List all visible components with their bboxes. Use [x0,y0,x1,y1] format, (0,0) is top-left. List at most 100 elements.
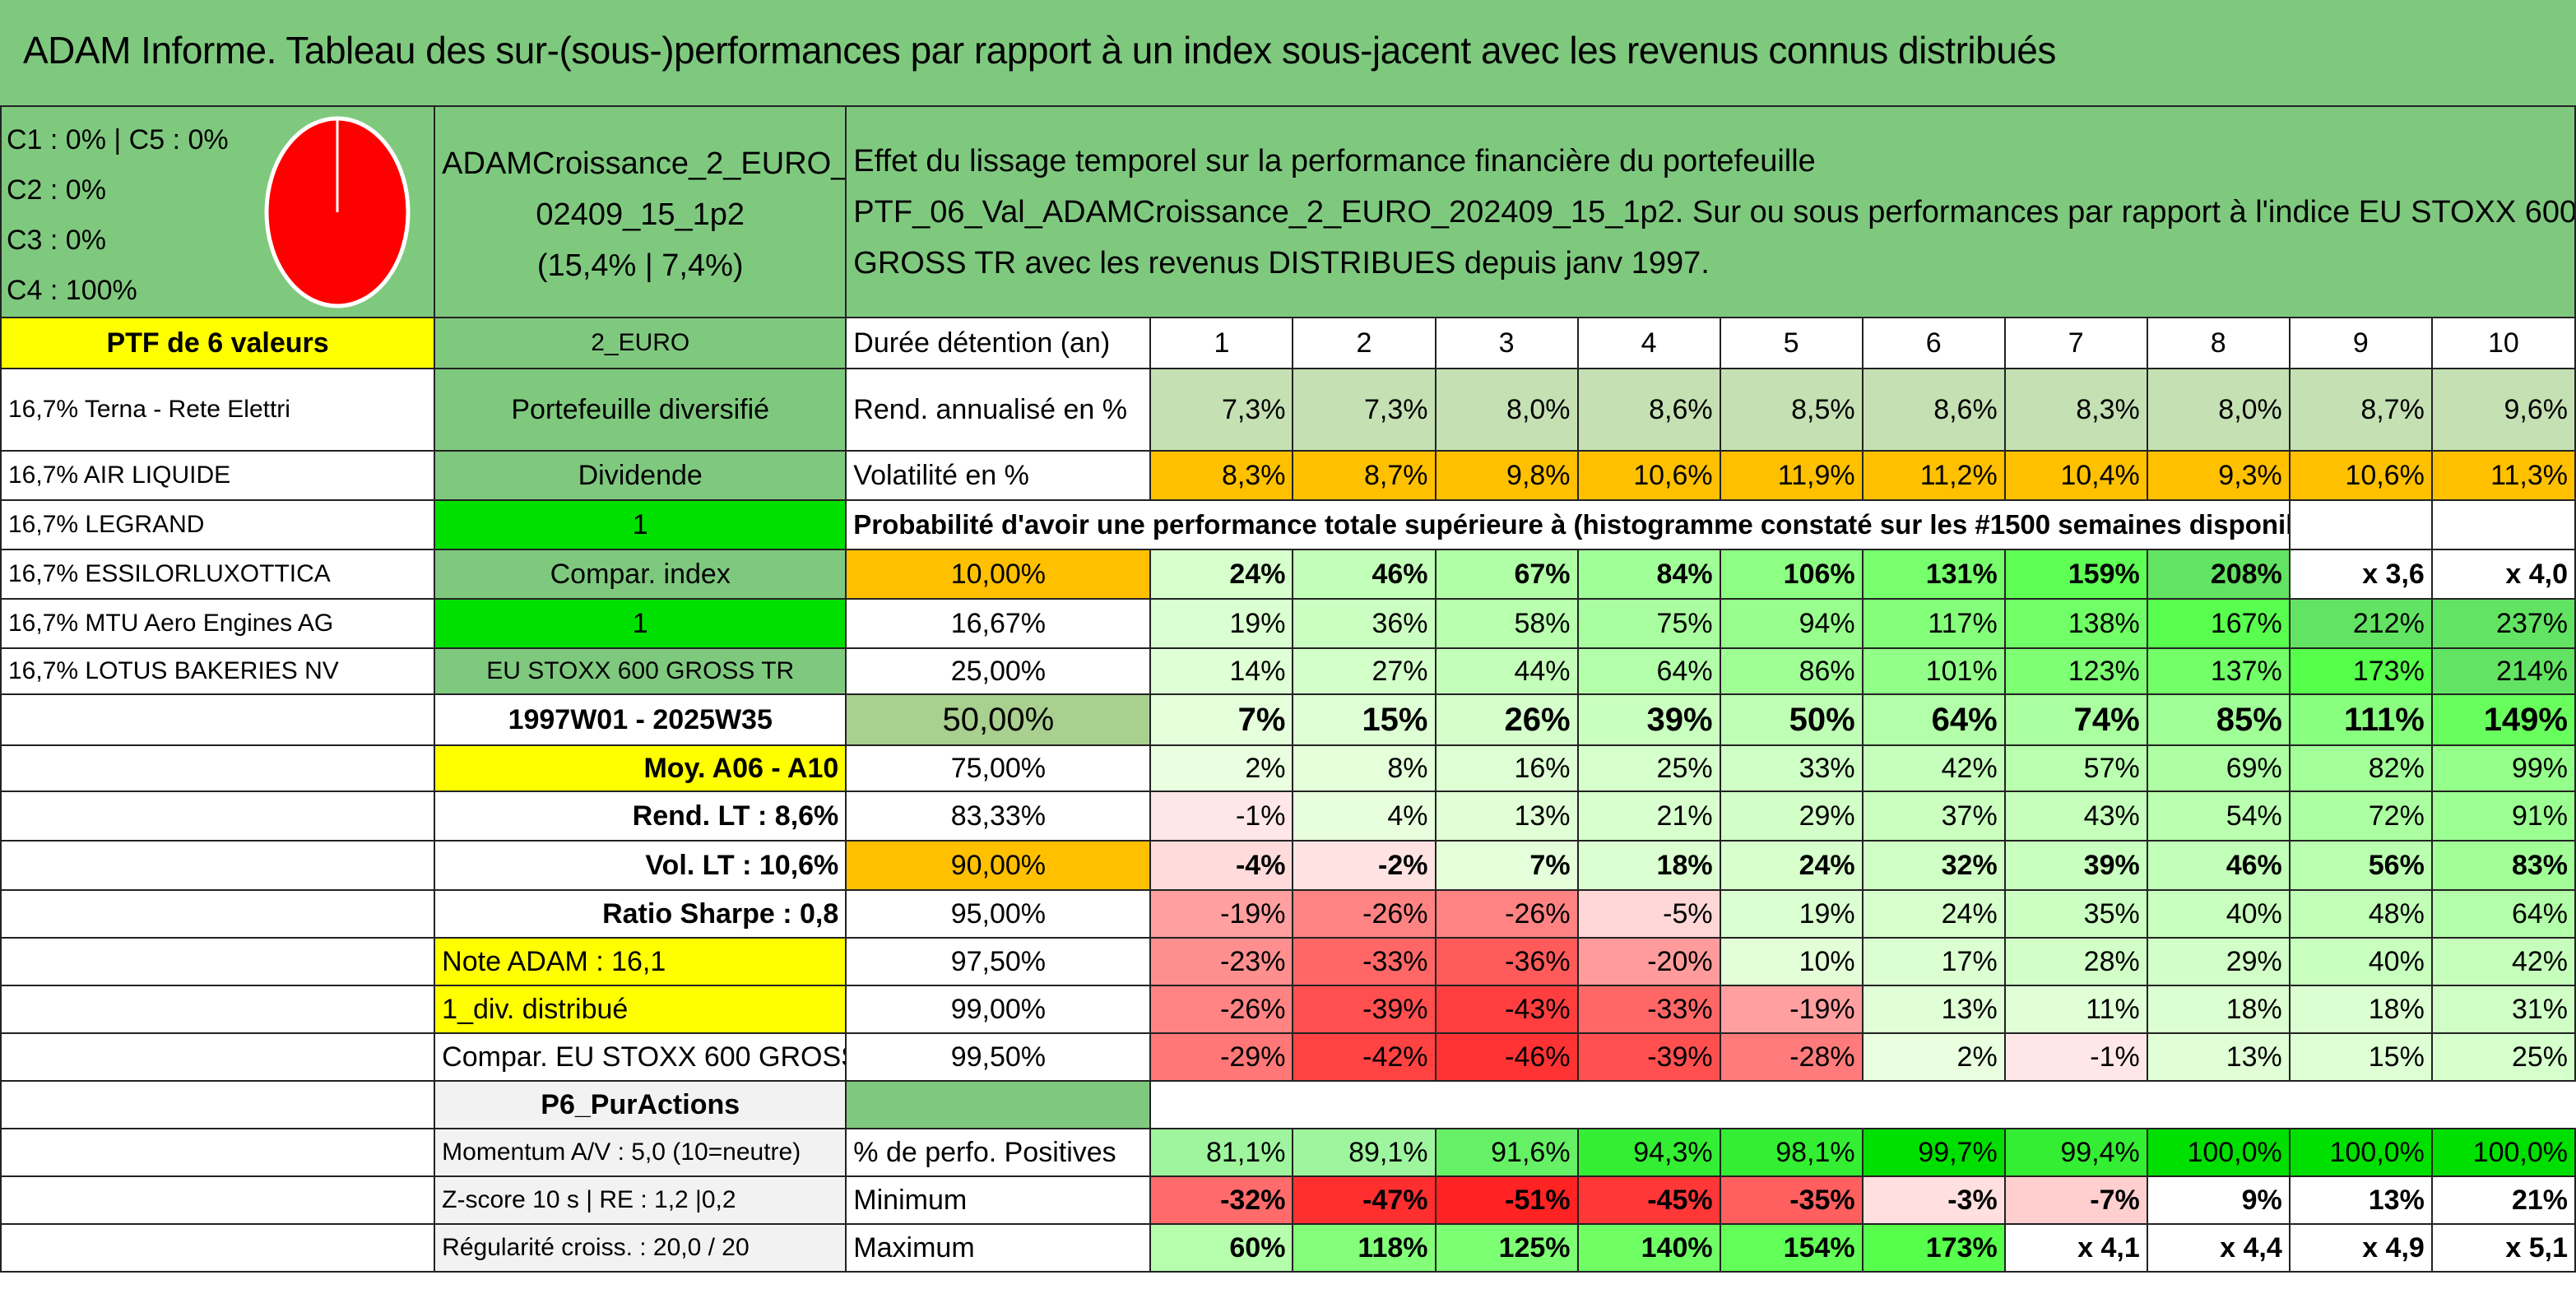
pct-10-y10: 31% [2430,985,2576,1034]
pct-10-y7: 11% [2003,985,2148,1034]
pct-6-y10: 91% [2430,791,2576,842]
empty-cell [1150,1080,1293,1129]
empty-cell [0,1032,436,1082]
rend-y7: 8,3% [2003,368,2148,452]
pct-4-y9: 111% [2288,693,2433,746]
pct-6-y6: 37% [1861,791,2006,842]
composition-c2: C2 : 0% [7,174,106,206]
holding-5: 16,7% MTU Aero Engines AG [0,598,436,649]
pct-3-y7: 123% [2003,647,2148,695]
pct-1-y8: 208% [2146,549,2291,600]
pct-4-y10: 149% [2430,693,2576,746]
pct-5-y10: 99% [2430,744,2576,792]
pct-7-y6: 32% [1861,840,2006,891]
pos-label: % de perfo. Positives [845,1128,1152,1177]
momentum: Momentum A/V : 5,0 (10=neutre) [434,1128,847,1177]
pct-5-y2: 8% [1292,744,1437,792]
pct-6-y2: 4% [1292,791,1437,842]
pct-6-y3: 13% [1434,791,1579,842]
pct-2-y1: 19% [1149,598,1294,649]
report-title-bar: ADAM Informe. Tableau des sur-(sous-)per… [0,0,2576,105]
description-cell: Effet du lissage temporel sur la perform… [845,105,2576,318]
pct-3-y1: 14% [1149,647,1294,695]
empty-cell [0,1128,436,1177]
pct-8-y2: -26% [1292,889,1437,939]
vol-y8: 9,3% [2146,450,2291,501]
empty-cell [0,985,436,1034]
max-y2: 118% [1292,1223,1437,1273]
vol-label: Volatilité en % [845,450,1152,501]
empty-cell [2289,1080,2432,1129]
percentile-3: 25,00% [845,647,1152,695]
pct-11-y1: -29% [1149,1032,1294,1082]
pct-3-y2: 27% [1292,647,1437,695]
pct-11-y5: -28% [1719,1032,1864,1082]
pct-10-y6: 13% [1861,985,2006,1034]
empty-cell [0,840,436,891]
empty-cell [2004,1080,2147,1129]
pos-y8: 100,0% [2146,1128,2291,1177]
pct-8-y10: 64% [2430,889,2576,939]
currency-label: 2_EURO [434,317,847,369]
year-header-10: 10 [2430,317,2576,369]
composition-cell: C1 : 0% | C5 : 0% C2 : 0% C3 : 0% C4 : 1… [0,105,436,318]
pct-11-y4: -39% [1576,1032,1721,1082]
pct-6-y1: -1% [1149,791,1294,842]
pct-8-y8: 40% [2146,889,2291,939]
empty-cell [0,937,436,986]
pct-11-y3: -46% [1434,1032,1579,1082]
pct-11-y9: 15% [2288,1032,2433,1082]
year-header-7: 7 [2003,317,2148,369]
vol-y4: 10,6% [1576,450,1721,501]
pct-4-y5: 50% [1719,693,1864,746]
rend-y5: 8,5% [1719,368,1864,452]
compar-label: Compar. index [434,549,847,600]
year-header-4: 4 [1576,317,1721,369]
dividende-value: 1 [434,499,847,550]
vol-y2: 8,7% [1292,450,1437,501]
pct-8-y5: 19% [1719,889,1864,939]
pct-8-y3: -26% [1434,889,1579,939]
ptf-header: PTF de 6 valeurs [0,317,436,369]
percentile-10: 99,00% [845,985,1152,1034]
pct-10-y8: 18% [2146,985,2291,1034]
pct-1-y6: 131% [1861,549,2006,600]
percentile-9: 97,50% [845,937,1152,986]
pct-7-y7: 39% [2003,840,2148,891]
pos-y6: 99,7% [1861,1128,2006,1177]
holding-3: 16,7% LEGRAND [0,499,436,550]
pct-3-y10: 214% [2430,647,2576,695]
composition-pie-chart [264,116,411,308]
pos-y5: 98,1% [1719,1128,1864,1177]
vol-y6: 11,2% [1861,450,2006,501]
pct-2-y10: 237% [2430,598,2576,649]
pct-9-y10: 42% [2430,937,2576,986]
pos-y4: 94,3% [1576,1128,1721,1177]
pct-9-y2: -33% [1292,937,1437,986]
percentile-7: 90,00% [845,840,1152,891]
portfolio-type: Portefeuille diversifié [434,368,847,452]
pct-7-y8: 46% [2146,840,2291,891]
rend-y8: 8,0% [2146,368,2291,452]
empty-cell [1435,1080,1578,1129]
min-y1: -32% [1149,1175,1294,1225]
pct-3-y4: 64% [1576,647,1721,695]
vol-y7: 10,4% [2003,450,2148,501]
composition-c1-c5: C1 : 0% | C5 : 0% [7,124,229,155]
pct-8-y1: -19% [1149,889,1294,939]
pct-7-y4: 18% [1576,840,1721,891]
pct-2-y6: 117% [1861,598,2006,649]
pct-5-y5: 33% [1719,744,1864,792]
vol-y9: 10,6% [2288,450,2433,501]
percentile-8: 95,00% [845,889,1152,939]
pct-9-y4: -20% [1576,937,1721,986]
year-header-5: 5 [1719,317,1864,369]
pct-1-y10: x 4,0 [2430,549,2576,600]
holding-2: 16,7% AIR LIQUIDE [0,450,436,501]
holding-1: 16,7% Terna - Rete Elettri [0,368,436,452]
pct-9-y3: -36% [1434,937,1579,986]
pct-5-y7: 57% [2003,744,2148,792]
vol-y3: 9,8% [1434,450,1579,501]
pos-y10: 100,0% [2430,1128,2576,1177]
pct-4-y2: 15% [1292,693,1437,746]
